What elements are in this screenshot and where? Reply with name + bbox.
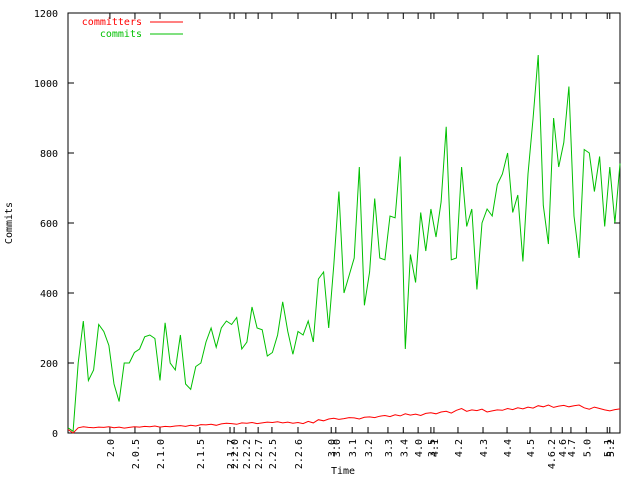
x-tick-label: 4.7 bbox=[567, 439, 578, 457]
y-tick-label: 0 bbox=[52, 429, 58, 440]
plot-border bbox=[67, 12, 621, 434]
y-axis-label: Commits bbox=[4, 202, 15, 244]
x-tick-label: 2.0.5 bbox=[131, 439, 142, 469]
x-tick-label: 5.2 bbox=[606, 439, 617, 457]
series-line bbox=[67, 54, 621, 433]
y-tick-label: 800 bbox=[40, 149, 58, 160]
x-tick-label: 4.0 bbox=[414, 439, 425, 457]
y-tick-label: 1000 bbox=[34, 79, 58, 90]
x-tick-label: 2.0 bbox=[106, 439, 117, 457]
x-tick-label: 4.4 bbox=[503, 439, 514, 457]
x-tick-label: 2.2.7 bbox=[254, 439, 265, 469]
x-tick-label: 4.3 bbox=[479, 439, 490, 457]
x-tick-label: 5.1 bbox=[603, 439, 614, 457]
y-tick-label: 1200 bbox=[34, 9, 58, 20]
x-tick-label: 3.2 bbox=[364, 439, 375, 457]
y-tick-label: 600 bbox=[40, 219, 58, 230]
x-tick-label: 2.1.0 bbox=[156, 439, 167, 469]
x-tick-label: 2.2.6 bbox=[294, 439, 305, 469]
y-tick-label: 200 bbox=[40, 359, 58, 370]
x-tick-label: 3.4 bbox=[399, 439, 410, 457]
x-tick-label: 3.1 bbox=[348, 439, 359, 457]
x-tick-label: 4.1 bbox=[430, 439, 441, 457]
x-tick-label: 3.0 bbox=[327, 439, 338, 457]
x-tick-label: 4.5 bbox=[526, 439, 537, 457]
x-tick-label: 2.2.2 bbox=[242, 439, 253, 469]
x-tick-label: 5.0 bbox=[582, 439, 593, 457]
y-tick-label: 400 bbox=[40, 289, 58, 300]
x-tick-label: 4.2 bbox=[454, 439, 465, 457]
x-tick-label: 4.6.2 bbox=[547, 439, 558, 469]
x-tick-label: 4.6 bbox=[558, 439, 569, 457]
x-tick-label: 3.3 bbox=[384, 439, 395, 457]
x-tick-label: 3.5 bbox=[427, 439, 438, 457]
x-tick-label: 2.1.5 bbox=[196, 439, 207, 469]
x-tick-label: 2.1.7 bbox=[226, 439, 237, 469]
legend-label: commits bbox=[100, 29, 142, 40]
x-axis-label: Time bbox=[331, 466, 355, 477]
x-tick-label: 2.2.0 bbox=[230, 439, 241, 469]
legend-label: committers bbox=[82, 17, 142, 28]
series-line bbox=[67, 404, 621, 434]
x-tick-label: 2.2.5 bbox=[268, 439, 279, 469]
x-tick-label: 3.0 bbox=[332, 439, 343, 457]
